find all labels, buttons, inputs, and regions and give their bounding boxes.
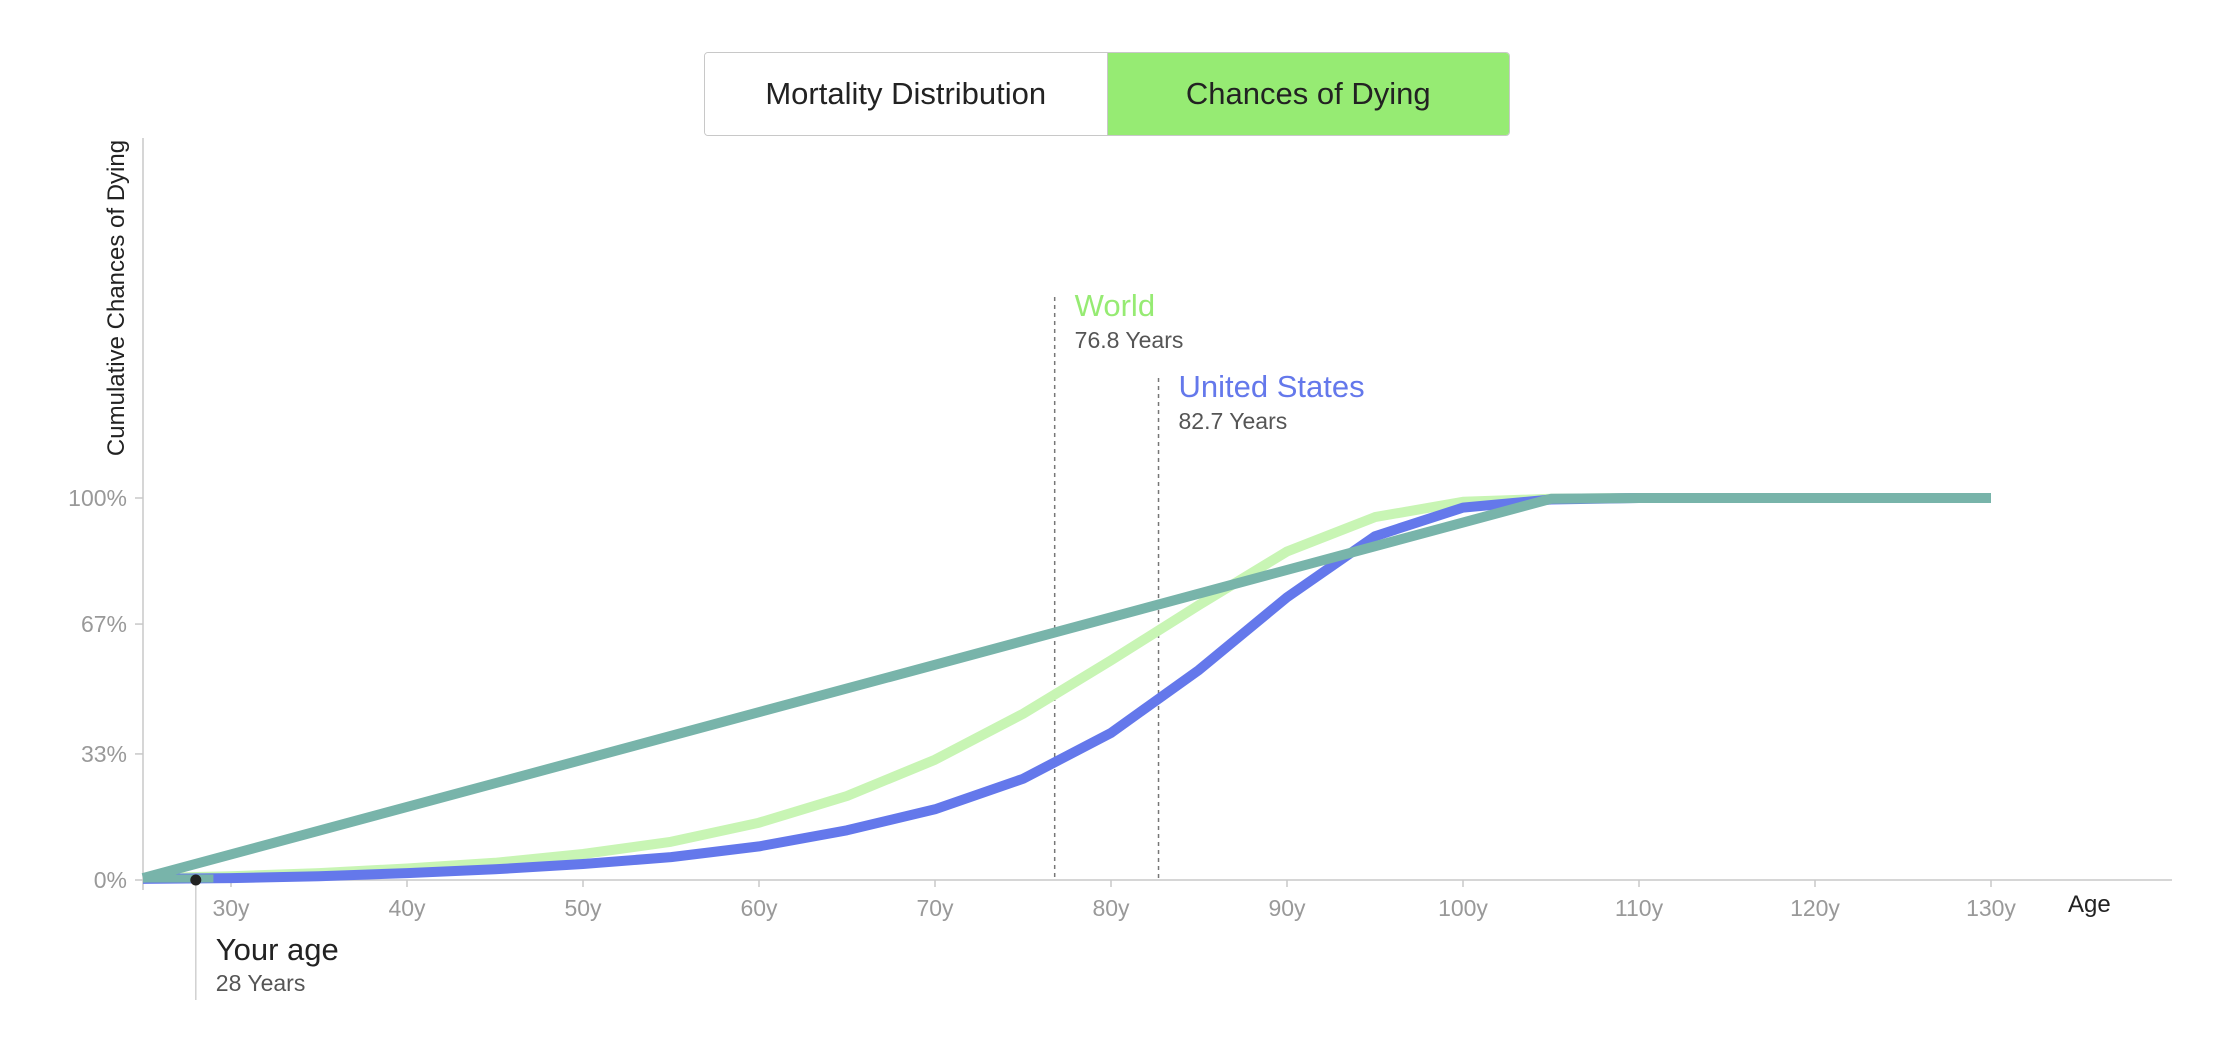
y-tick-label: 100% <box>68 485 127 511</box>
x-tick-label: 40y <box>388 895 426 921</box>
expectancy-value-label: 82.7 Years <box>1179 408 1288 434</box>
expectancy-labels: World 76.8 Years United States 82.7 Years <box>1075 288 1365 434</box>
x-ticks: 30y 40y 50y 60y 70y 80y 90y 100y 110y 120y 130y <box>212 880 2016 921</box>
chances-of-dying-button[interactable]: Chances of Dying <box>1106 53 1509 135</box>
x-tick-label: 110y <box>1615 895 1664 921</box>
y-ticks: 0% 33% 67% 100% <box>68 485 143 893</box>
x-tick-label: 130y <box>1966 895 2016 921</box>
y-tick-label: 67% <box>81 611 127 637</box>
y-tick-label: 0% <box>94 867 127 893</box>
x-tick-label: 100y <box>1438 895 1488 921</box>
x-tick-label: 50y <box>564 895 602 921</box>
your-age-value: 28 Years <box>216 970 306 996</box>
x-tick-label: 70y <box>916 895 954 921</box>
x-tick-label: 90y <box>1268 895 1306 921</box>
expectancy-markers <box>1053 297 1160 880</box>
y-axis-label: Cumulative Chances of Dying <box>103 140 130 456</box>
your-age-label: Your age <box>216 932 339 967</box>
your-age-marker: Your age 28 Years <box>190 874 339 1000</box>
series-name-label: World <box>1075 288 1155 323</box>
view-toggle: Mortality Distribution Chances of Dying <box>704 52 1510 136</box>
x-tick-label: 30y <box>212 895 250 921</box>
axes <box>142 138 2172 890</box>
your-age-dot[interactable] <box>190 874 202 886</box>
x-tick-label: 120y <box>1790 895 1840 921</box>
series-lines <box>141 493 1991 884</box>
series-name-label: United States <box>1179 369 1365 404</box>
series-overlap-line <box>141 493 1991 883</box>
y-tick-label: 33% <box>81 741 127 767</box>
mortality-distribution-button[interactable]: Mortality Distribution <box>705 53 1107 135</box>
expectancy-value-label: 76.8 Years <box>1075 327 1184 353</box>
x-tick-label: 80y <box>1092 895 1130 921</box>
x-axis-label: Age <box>2068 891 2111 918</box>
x-tick-label: 60y <box>740 895 778 921</box>
series-line <box>142 493 1991 884</box>
